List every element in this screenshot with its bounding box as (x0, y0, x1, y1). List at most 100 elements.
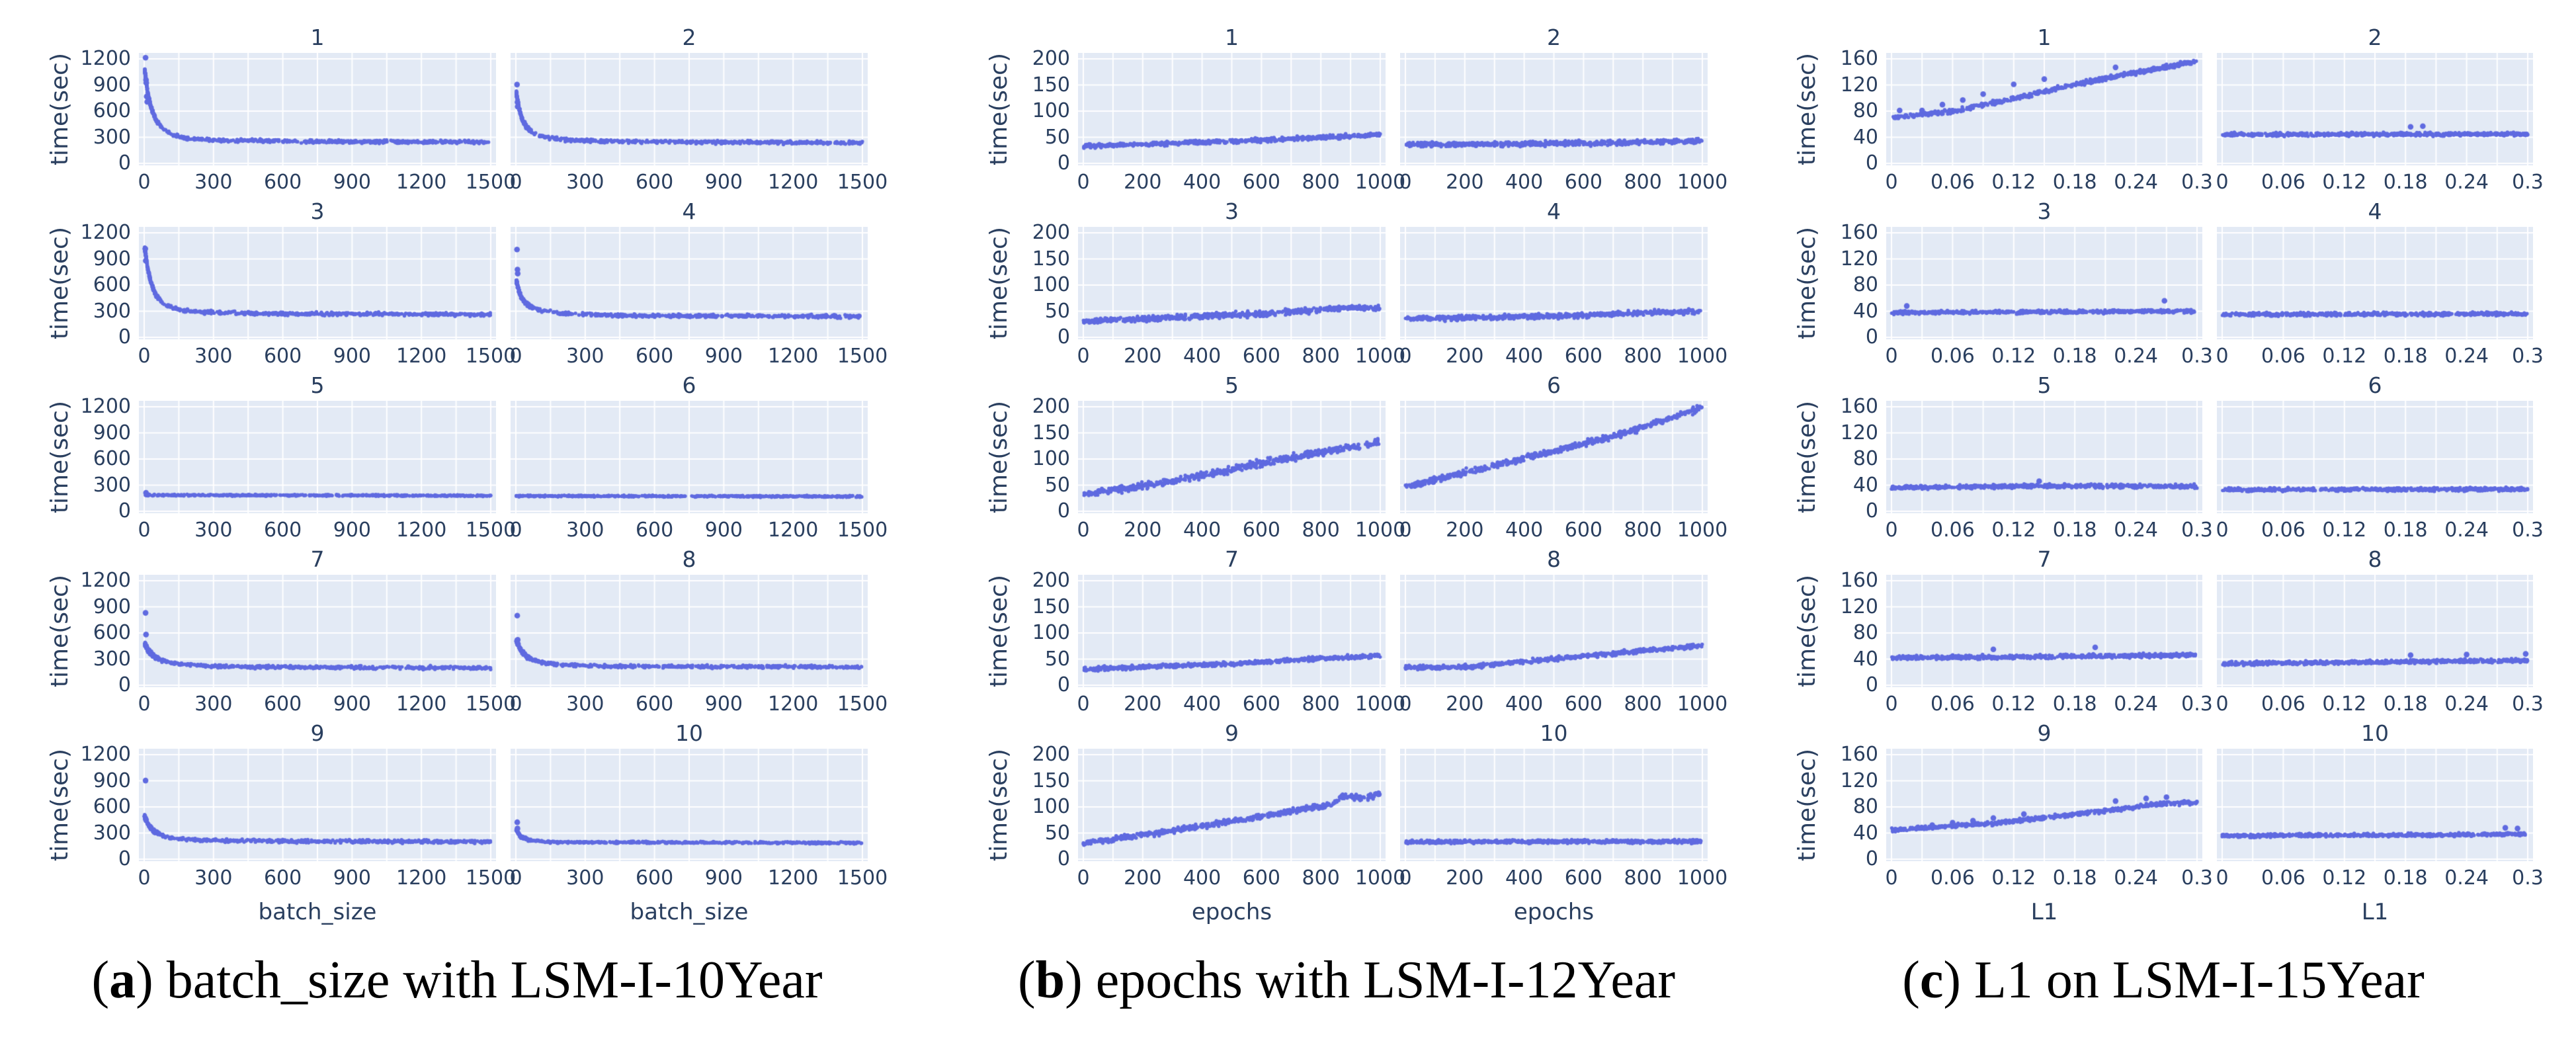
x-tick-label: 1500 (837, 171, 888, 194)
x-tick-label: 0 (509, 345, 522, 368)
x-tick-label: 0.12 (2322, 519, 2367, 542)
x-axis-title: epochs (1513, 899, 1595, 925)
subplot-title: 9 (2037, 720, 2052, 746)
subplot-title: 1 (1225, 24, 1239, 50)
x-tick-label: 900 (704, 345, 743, 368)
x-tick-label: 200 (1124, 171, 1162, 194)
x-tick-label: 1200 (768, 171, 819, 194)
x-tick-labels: 0 0.06 0.12 0.18 0.24 0.3 (2216, 339, 2543, 372)
x-tick-label: 600 (1242, 519, 1281, 542)
x-tick-labels: 0 200 400 600 800 1000 (1077, 861, 1405, 894)
y-tick-label: 0 (118, 325, 131, 349)
spacer (496, 720, 511, 749)
spacer (1386, 513, 1400, 546)
x-tick-label: 0 (1885, 519, 1898, 542)
x-tick-label: 0 (509, 519, 522, 542)
y-axis-title-text: time(sec) (985, 748, 1013, 862)
x-tick-label: 1200 (396, 692, 447, 716)
x-tick-label: 0 (1885, 345, 1898, 368)
x-tick-label: 600 (635, 866, 674, 890)
scatter-canvas-b-10 (1400, 749, 1708, 861)
subplot-panel (1886, 401, 2202, 513)
caption-paren: ( (1018, 951, 1036, 1009)
x-tick-label: 900 (333, 171, 372, 194)
x-tick-label: 0 (509, 171, 522, 194)
x-tick-label: 900 (333, 345, 372, 368)
y-tick-label: 160 (1840, 743, 1878, 766)
subplot-title: 7 (1225, 546, 1239, 572)
y-tick-label: 100 (1032, 795, 1070, 818)
subplot-title: 3 (1225, 198, 1239, 224)
x-tick-label: 300 (194, 519, 233, 542)
x-tick-label: 600 (1564, 866, 1603, 890)
x-tick-label: 0 (138, 692, 151, 716)
x-tick-label: 0.06 (2261, 171, 2306, 194)
subplot-panel (2217, 53, 2533, 165)
x-tick-label: 1200 (396, 519, 447, 542)
caption-b: (b) epochs with LSM-I-12Year (985, 950, 1708, 1011)
x-tick-label: 0.18 (2052, 171, 2097, 194)
x-tick-label: 0.12 (1991, 692, 2036, 716)
spacer (1794, 198, 1820, 227)
subplot-panel (511, 53, 868, 165)
y-tick-label: 120 (1840, 769, 1878, 792)
subplot-title: 6 (2368, 372, 2382, 398)
subplot-title: 4 (2368, 198, 2382, 224)
scatter-canvas-c-8 (2217, 575, 2533, 687)
x-tick-label: 0 (1077, 171, 1090, 194)
spacer (985, 513, 1012, 546)
x-tick-label: 200 (1124, 345, 1162, 368)
y-tick-label: 40 (1852, 299, 1878, 323)
x-tick-label: 0 (1399, 692, 1412, 716)
x-tick-label: 800 (1302, 519, 1340, 542)
x-tick-label: 300 (566, 866, 604, 890)
y-tick-label: 600 (93, 621, 131, 644)
x-tick-label: 0.24 (2444, 345, 2489, 368)
y-tick-label: 900 (93, 769, 131, 792)
y-tick-label: 150 (1032, 421, 1070, 444)
x-tick-labels: 0 300 600 900 1200 1500 (138, 165, 516, 198)
y-tick-label: 160 (1840, 47, 1878, 70)
y-axis-title: time(sec) (46, 749, 73, 861)
y-tick-label: 50 (1044, 473, 1070, 497)
y-tick-label: 80 (1852, 795, 1878, 818)
y-axis-title: time(sec) (985, 401, 1013, 513)
y-tick-label: 160 (1840, 569, 1878, 592)
y-tick-labels: 0 40 80 120 160 (1820, 745, 1886, 869)
spacer (1794, 513, 1820, 546)
spacer (2202, 513, 2217, 546)
spacer (1386, 749, 1400, 861)
subplot-panel (1400, 53, 1708, 165)
y-tick-label: 50 (1044, 647, 1070, 671)
spacer (2202, 227, 2217, 339)
x-axis-title: epochs (1191, 899, 1272, 925)
spacer (2202, 720, 2217, 749)
x-tick-labels: 0 300 600 900 1200 1500 (509, 861, 888, 894)
y-tick-labels: 0 300 600 900 1200 (73, 397, 139, 521)
spacer (1012, 513, 1078, 546)
x-tick-label: 0.18 (2052, 692, 2097, 716)
scatter-canvas-a-6 (511, 401, 868, 513)
x-tick-label: 900 (333, 692, 372, 716)
y-axis-title: time(sec) (46, 227, 73, 339)
x-tick-label: 600 (1564, 519, 1603, 542)
y-axis-title: time(sec) (1793, 574, 1821, 688)
x-tick-label: 400 (1183, 692, 1222, 716)
x-tick-label: 0.12 (2322, 692, 2367, 716)
caption-a: (a) batch_size with LSM-I-10Year (46, 950, 868, 1011)
scatter-canvas-b-6 (1400, 401, 1708, 513)
subplot-panel (511, 749, 868, 861)
spacer (985, 339, 1012, 372)
x-tick-label: 800 (1624, 866, 1662, 890)
y-tick-label: 150 (1032, 247, 1070, 271)
x-tick-label: 0 (509, 692, 522, 716)
x-tick-label: 200 (1446, 519, 1484, 542)
spacer (496, 546, 511, 575)
subplot-panel (139, 575, 496, 687)
spacer (1820, 165, 1886, 198)
x-tick-label: 800 (1302, 345, 1340, 368)
x-tick-label: 0 (1077, 345, 1090, 368)
y-axis-title-text: time(sec) (1793, 574, 1821, 688)
y-tick-label: 0 (1057, 847, 1070, 870)
x-tick-label: 0.12 (1991, 171, 2036, 194)
